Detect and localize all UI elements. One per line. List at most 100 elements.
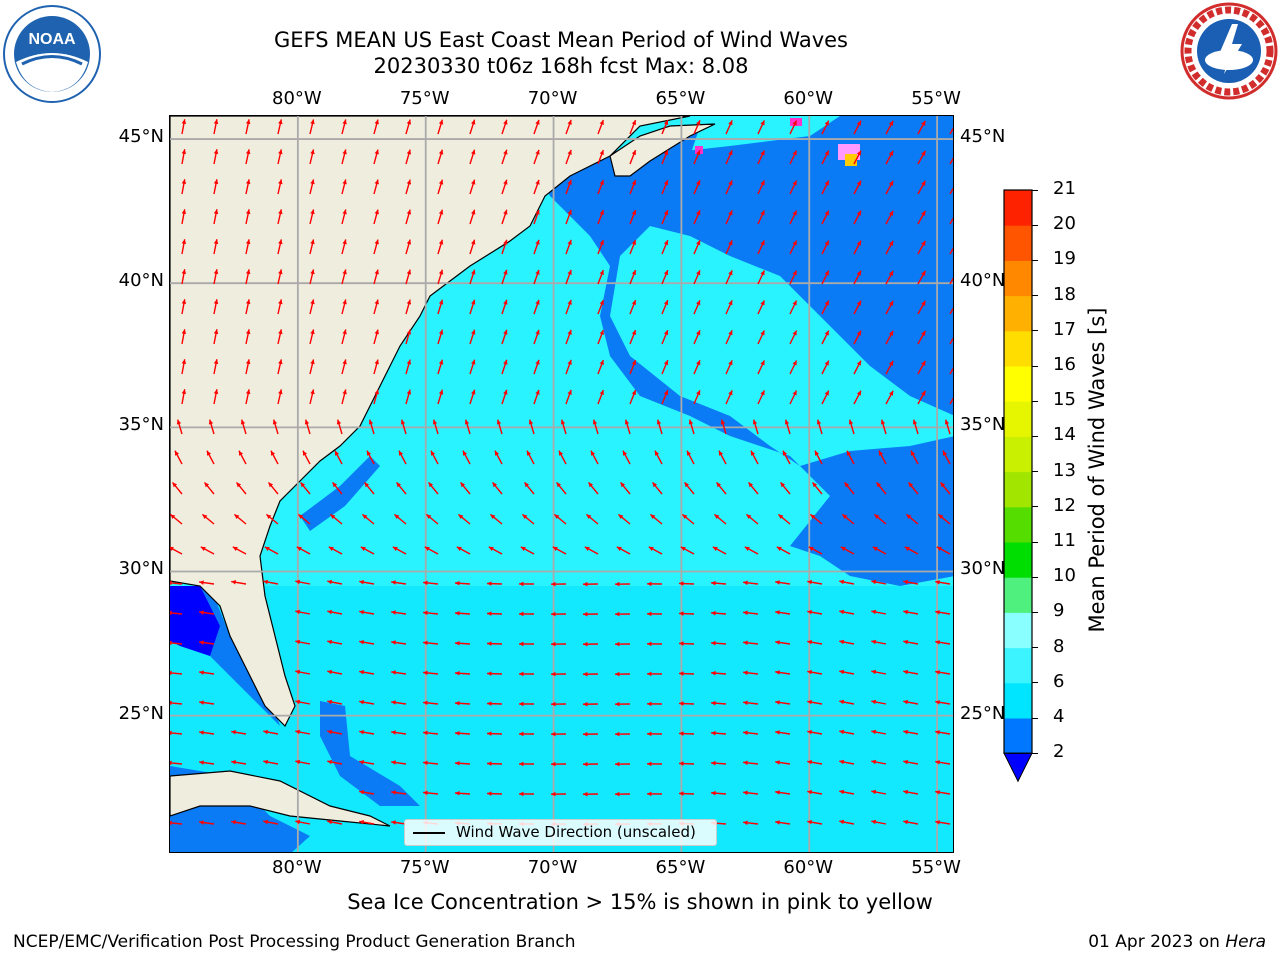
- wind-wave-arrowhead: [567, 209, 572, 215]
- wind-wave-arrowhead: [647, 731, 652, 737]
- wind-wave-arrowhead: [503, 329, 508, 335]
- wind-wave-arrowhead: [487, 581, 492, 586]
- wind-wave-arrowhead: [953, 361, 954, 366]
- wind-wave-arrowhead: [599, 179, 604, 185]
- wind-wave-arrowhead: [620, 482, 626, 488]
- lon-tick-bottom: 70°W: [527, 857, 578, 878]
- wind-wave-arrowhead: [170, 700, 172, 706]
- wind-wave-arrowhead: [406, 119, 412, 125]
- wind-wave-arrowhead: [824, 300, 829, 306]
- wind-wave-arrowhead: [663, 330, 669, 336]
- colorbar-tick-label: 16: [1053, 354, 1076, 375]
- wind-wave-arrowhead: [310, 179, 315, 185]
- wind-wave-arrowhead: [245, 119, 251, 125]
- wind-wave-arrowhead: [615, 581, 620, 587]
- wind-wave-arrowhead: [647, 791, 652, 797]
- wind-wave-arrowhead: [616, 546, 622, 552]
- colorbar-tick-label: 18: [1053, 283, 1076, 305]
- wind-wave-arrowhead: [744, 546, 750, 552]
- colorbar-segment: [1004, 612, 1032, 649]
- wind-wave-arrowhead: [245, 179, 251, 185]
- wind-wave-arrowhead: [807, 699, 813, 705]
- wind-wave-arrowhead: [428, 482, 434, 488]
- wind-wave-arrowhead: [874, 514, 880, 520]
- wind-wave-arrowhead: [679, 671, 684, 676]
- colorbar-tick-mark: [1032, 400, 1038, 402]
- wind-wave-arrowhead: [327, 639, 333, 645]
- wind-wave-arrowhead: [856, 240, 861, 246]
- wind-wave-arrowhead: [871, 789, 877, 795]
- colorbar-tick-label: 11: [1053, 530, 1076, 551]
- wind-wave-arrowhead: [935, 760, 940, 765]
- wind-wave-arrowhead: [391, 670, 396, 675]
- wind-wave-arrowhead: [792, 390, 797, 396]
- wind-wave-arrowhead: [327, 669, 333, 675]
- wind-wave-arrowhead: [423, 730, 428, 736]
- wind-wave-arrowhead: [391, 640, 396, 645]
- wind-wave-arrowhead: [494, 450, 500, 456]
- lon-tick-bottom: 65°W: [655, 857, 706, 878]
- map-panel: [169, 115, 954, 853]
- wind-wave-arrowhead: [327, 819, 333, 825]
- wind-wave-arrowhead: [423, 640, 428, 646]
- colorbar-tick-label: 20: [1053, 213, 1076, 235]
- wind-wave-arrowhead: [213, 209, 219, 215]
- map-subtitle: 20230330 t06z 168h fcst Max: 8.08: [373, 54, 749, 78]
- wind-wave-arrowhead: [871, 669, 877, 675]
- wind-wave-arrowhead: [552, 546, 558, 552]
- wind-wave-arrowhead: [295, 609, 301, 615]
- wind-wave-arrowhead: [278, 359, 283, 365]
- wind-wave-arrowhead: [231, 730, 236, 735]
- wind-wave-arrowhead: [663, 210, 669, 216]
- wind-wave-arrowhead: [471, 299, 476, 305]
- wind-wave-arrowhead: [342, 179, 347, 185]
- colorbar-tick-mark: [1032, 541, 1038, 543]
- wind-wave-arrowhead: [711, 760, 716, 766]
- wind-wave-arrowhead: [921, 360, 926, 366]
- wind-wave-arrowhead: [394, 514, 400, 520]
- footer-date: 01 Apr 2023 on Hera: [1088, 932, 1266, 952]
- wind-wave-arrowhead: [362, 514, 368, 520]
- wind-wave-arrow: [949, 397, 953, 405]
- wind-wave-arrowhead: [406, 149, 412, 155]
- wind-wave-arrowhead: [359, 640, 364, 645]
- wind-wave-arrowhead: [728, 150, 733, 156]
- wind-wave-arrowhead: [720, 419, 726, 425]
- colorbar-segment: [1004, 190, 1032, 226]
- wind-wave-arrowhead: [824, 330, 829, 336]
- wind-wave-arrowhead: [455, 761, 460, 766]
- wind-wave-arrowhead: [839, 639, 845, 645]
- wind-wave-arrowhead: [775, 730, 780, 735]
- colorbar-tick-label: 21: [1053, 178, 1076, 199]
- wind-wave-arrowhead: [181, 179, 187, 185]
- wind-wave-arrowhead: [599, 299, 604, 305]
- wind-wave-arrowhead: [503, 149, 508, 155]
- wind-wave-arrowhead: [245, 389, 251, 395]
- wind-wave-arrowhead: [464, 419, 470, 425]
- wind-wave-arrowhead: [359, 580, 364, 585]
- wind-wave-arrowhead: [462, 450, 468, 456]
- wind-wave-arrowhead: [199, 640, 204, 645]
- colorbar-segment: [1004, 436, 1032, 473]
- wind-wave-arrowhead: [743, 580, 748, 586]
- wind-wave-arrowhead: [711, 670, 716, 676]
- wind-wave-arrowhead: [824, 240, 829, 246]
- wind-wave-arrowhead: [406, 179, 412, 185]
- wind-wave-arrowhead: [906, 514, 912, 520]
- wind-wave-arrowhead: [679, 791, 684, 796]
- wind-wave-arrowhead: [583, 581, 588, 587]
- gulf-under-region: [170, 586, 220, 656]
- wind-wave-arrowhead: [213, 239, 219, 245]
- wind-wave-arrowhead: [174, 450, 180, 456]
- wind-wave-arrowhead: [696, 390, 701, 396]
- lat-tick-left: 35°N: [118, 414, 164, 436]
- wind-wave-arrowhead: [615, 701, 620, 707]
- wind-wave-arrowhead: [622, 450, 628, 456]
- wind-wave-arrowhead: [792, 210, 797, 216]
- wind-wave-arrowhead: [871, 609, 877, 615]
- wind-wave-arrowhead: [654, 450, 660, 456]
- wind-wave-arrowhead: [359, 730, 364, 735]
- wind-wave-arrowhead: [856, 150, 861, 156]
- wind-wave-arrowhead: [295, 759, 301, 765]
- map-canvas: [170, 116, 954, 852]
